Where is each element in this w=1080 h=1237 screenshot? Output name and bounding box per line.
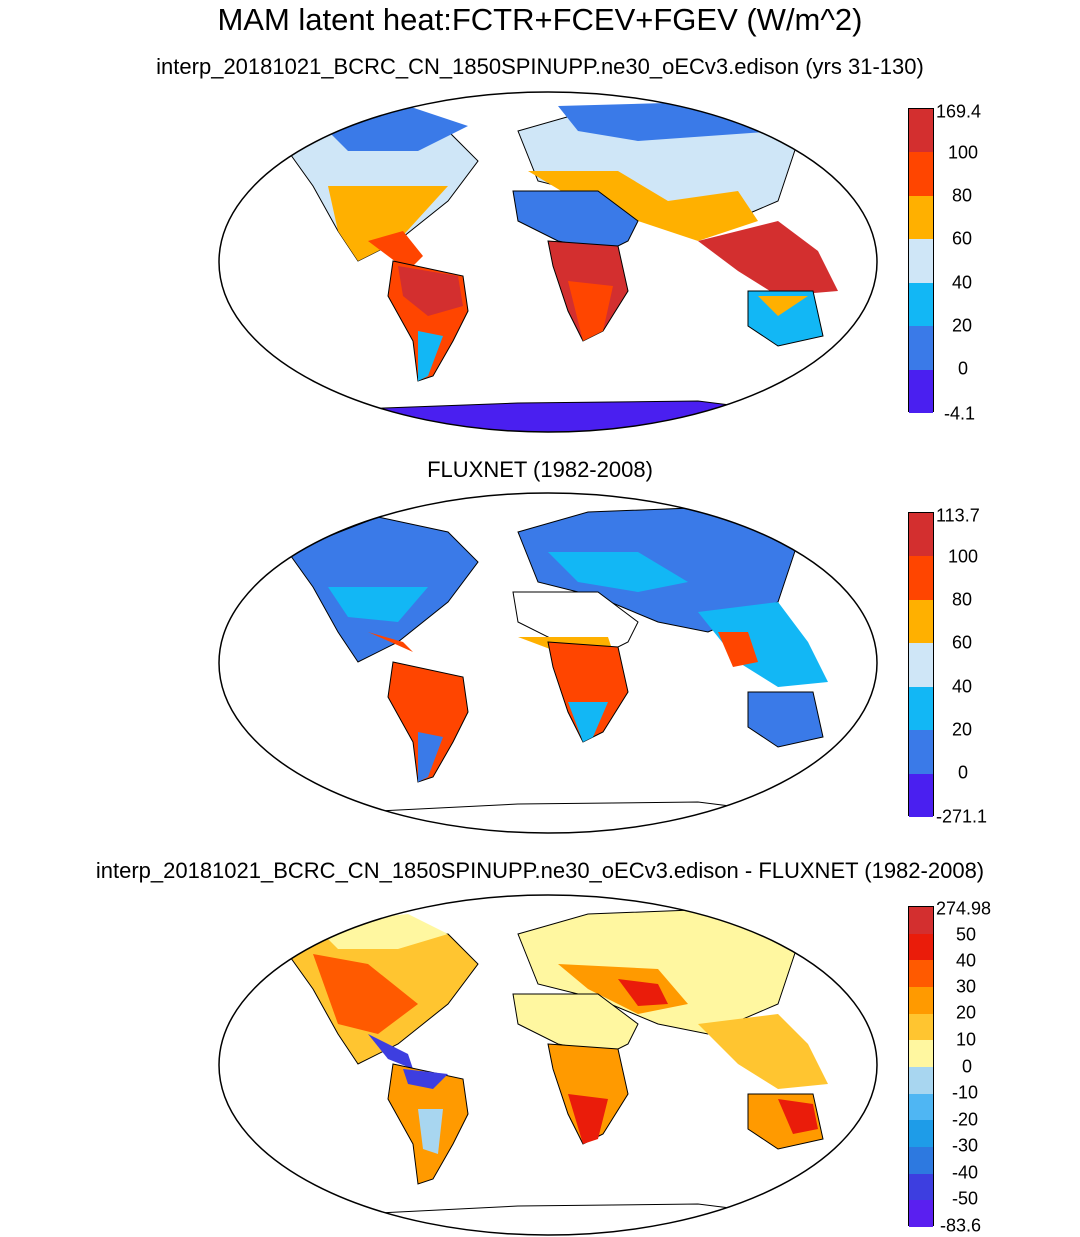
cb-diff-label-9: -30 [952, 1135, 979, 1156]
figure-title: MAM latent heat:FCTR+FCEV+FGEV (W/m^2) [217, 2, 863, 37]
cb-model-label-2: 80 [952, 185, 973, 206]
cb-model-swatch-0 [909, 109, 933, 153]
cb-obs-label-3: 60 [952, 632, 973, 653]
cb-diff-label-12: -83.6 [940, 1215, 982, 1236]
cb-obs-swatch-2 [909, 599, 933, 644]
cb-model-label-6: 0 [958, 358, 969, 379]
cb-model-label-0: 169.4 [936, 101, 982, 122]
map-obs [218, 492, 878, 834]
cb-model-label-1: 100 [948, 142, 979, 163]
cb-diff-label-0: 274.98 [936, 898, 992, 919]
cb-diff-label-10: -40 [952, 1162, 979, 1183]
cb-diff-label-2: 40 [956, 950, 977, 971]
map-model [218, 91, 878, 433]
cb-diff-swatch-7 [909, 1093, 933, 1121]
cb-obs-label-5: 20 [952, 719, 973, 740]
cb-diff-label-6: 0 [962, 1056, 973, 1077]
cb-obs-label-6: 0 [958, 762, 969, 783]
cb-model-swatch-5 [909, 326, 933, 370]
cb-obs-label-0: 113.7 [936, 505, 980, 526]
cb-obs-label-4: 40 [952, 676, 973, 697]
cb-diff-swatch-1 [909, 933, 933, 961]
cb-model-label-5: 20 [952, 315, 973, 336]
cb-obs-swatch-3 [909, 643, 933, 687]
cb-diff-label-4: 20 [956, 1002, 977, 1023]
cb-obs-label-7: -271.1 [936, 806, 988, 827]
cb-model-label-7: -4.1 [944, 403, 976, 424]
cb-diff-label-5: 10 [956, 1029, 977, 1050]
panel-title-obs: FLUXNET (1982-2008) [427, 457, 653, 482]
cb-diff-swatch-8 [909, 1120, 933, 1147]
cb-diff-label-3: 30 [956, 976, 977, 997]
cb-obs-label-2: 80 [952, 589, 973, 610]
cb-diff-label-8: -20 [952, 1109, 979, 1130]
cb-diff-swatch-4 [909, 1013, 933, 1041]
panel-title-diff: interp_20181021_BCRC_CN_1850SPINUPP.ne30… [95, 858, 985, 883]
cb-model-swatch-2 [909, 195, 933, 240]
cb-model-swatch-6 [909, 369, 933, 413]
cb-diff-label-7: -10 [952, 1082, 979, 1103]
cb-diff-label-1: 50 [956, 924, 977, 945]
cb-model-label-3: 60 [952, 228, 973, 249]
cb-diff-swatch-5 [909, 1040, 933, 1067]
cb-diff-swatch-2 [909, 960, 933, 987]
cb-diff-swatch-11 [909, 1200, 933, 1227]
map-diff [218, 894, 878, 1236]
cb-model-swatch-1 [909, 152, 933, 196]
cb-obs-swatch-5 [909, 730, 933, 774]
panel-title-model: interp_20181021_BCRC_CN_1850SPINUPP.ne30… [156, 54, 924, 79]
cb-diff-swatch-9 [909, 1147, 933, 1174]
cb-diff-swatch-6 [909, 1067, 933, 1094]
cb-model-swatch-4 [909, 282, 933, 327]
cb-model-swatch-3 [909, 239, 933, 283]
cb-obs-swatch-4 [909, 686, 933, 731]
cb-obs-swatch-0 [909, 513, 933, 557]
cb-obs-label-1: 100 [948, 546, 979, 567]
cb-obs-swatch-6 [909, 773, 933, 817]
cb-diff-swatch-3 [909, 987, 933, 1014]
cb-diff-swatch-0 [909, 907, 933, 934]
cb-obs-swatch-1 [909, 556, 933, 600]
cb-diff-swatch-10 [909, 1173, 933, 1201]
cb-model-label-4: 40 [952, 272, 973, 293]
cb-diff-label-11: -50 [952, 1188, 979, 1209]
